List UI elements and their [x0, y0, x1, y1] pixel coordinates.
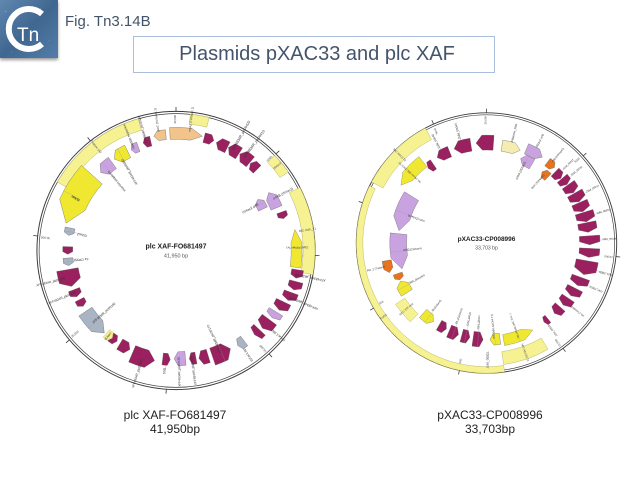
svg-text:J164_00019: J164_00019 — [602, 237, 617, 241]
svg-text:41,950 bp: 41,950 bp — [164, 253, 188, 259]
svg-text:pXAC33-CP008996: pXAC33-CP008996 — [458, 236, 516, 243]
svg-text:5DB: 5DB — [162, 368, 167, 374]
svg-text:40,000: 40,000 — [173, 114, 177, 123]
svg-text:33,703 bp: 33,703 bp — [475, 246, 498, 252]
svg-text:30,000: 30,000 — [484, 116, 488, 125]
svg-text:plc XAF-FO681497: plc XAF-FO681497 — [146, 244, 207, 251]
svg-text:TAL effector (MIC): TAL effector (MIC) — [286, 245, 309, 249]
svg-text:J166_00001: J166_00001 — [485, 352, 489, 369]
svg-text:Tn: Tn — [17, 25, 39, 46]
